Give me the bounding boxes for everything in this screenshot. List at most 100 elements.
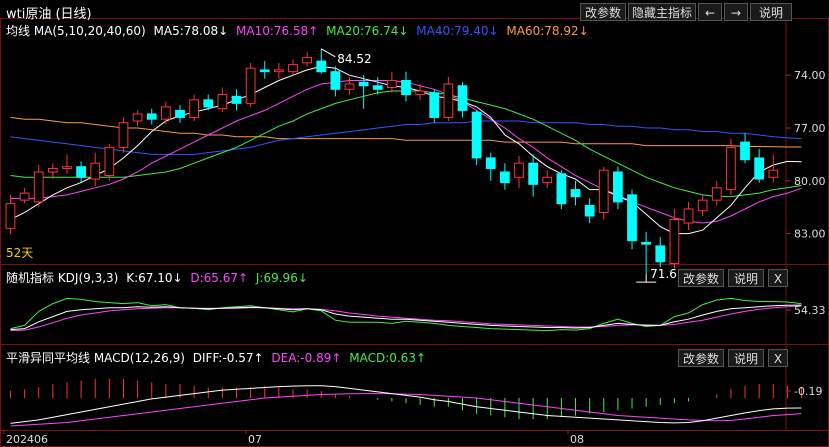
window-title: wti原油 (日线) <box>6 7 92 22</box>
candle-body <box>754 157 765 180</box>
candle-body <box>330 71 341 90</box>
x-tick-label: 08 <box>570 433 584 446</box>
next-button[interactable]: → <box>724 3 748 21</box>
candle-body <box>443 83 454 118</box>
kdj-j-line <box>10 297 802 332</box>
candle-body <box>655 245 666 263</box>
kdj-d-value: D:65.67↑ <box>190 271 249 285</box>
candle-body <box>76 166 86 178</box>
candle-body <box>372 85 383 90</box>
y-tick-label: 83.00 <box>794 228 826 241</box>
candle-body <box>132 113 143 122</box>
candle-body <box>584 204 595 217</box>
kdj-k-value: K:67.10↓ <box>126 271 183 285</box>
kdj-j-value: J:69.96↓ <box>255 271 308 285</box>
x-tick-label: 202406 <box>6 433 48 446</box>
help-button[interactable]: 说明 <box>750 3 792 21</box>
candle-body <box>514 162 524 178</box>
candle-body <box>768 169 779 178</box>
candle-body <box>387 79 397 89</box>
kdj-label: 随机指标 KDJ(9,3,3) <box>6 271 119 285</box>
macd-label: 平滑异同平均线 MACD(12,26,9) <box>6 351 185 365</box>
y-tick-label: 80.00 <box>794 175 826 188</box>
candle-body <box>429 92 440 118</box>
macd-help-button[interactable]: 说明 <box>728 349 764 367</box>
kdj-close-button[interactable]: X <box>768 269 788 287</box>
macd-change-params-button[interactable]: 改参数 <box>678 349 724 367</box>
candle-body <box>203 99 214 108</box>
candle-body <box>118 122 129 148</box>
ma10-value: MA10:76.58↑ <box>236 24 319 38</box>
candle-body <box>62 166 72 169</box>
y-tick-label: 74.00 <box>794 69 826 82</box>
candle-body <box>358 81 369 87</box>
candle-body <box>175 109 185 118</box>
candle-body <box>245 67 256 104</box>
candle-body <box>259 69 270 73</box>
candle-body <box>556 173 567 205</box>
macd-macd-value: MACD:0.63↑ <box>349 351 427 365</box>
ma40-line <box>10 120 802 155</box>
kdj-y-tick-label: 54.33 <box>794 304 826 317</box>
candle-body <box>542 176 553 184</box>
macd-close-button[interactable]: X <box>768 349 788 367</box>
prev-button[interactable]: ← <box>698 3 722 21</box>
days-label: 52天 <box>6 246 33 260</box>
candle-body <box>231 95 242 104</box>
kdj-d-line <box>10 305 802 332</box>
candle-body <box>401 79 411 96</box>
kdj-help-button[interactable]: 说明 <box>728 269 764 287</box>
macd-y-tick-label: -0.19 <box>794 385 822 398</box>
y-tick-label: 77.00 <box>794 122 826 135</box>
candle-body <box>288 64 298 73</box>
macd-legend: 平滑异同平均线 MACD(12,26,9) DIFF:-0.57↑ DEA:-0… <box>6 349 426 366</box>
outer-frame <box>0 18 829 447</box>
candle-body <box>33 171 44 203</box>
candle-body <box>457 85 468 111</box>
kdj-legend: 随机指标 KDJ(9,3,3) K:67.10↓ D:65.67↑ J:69.9… <box>6 269 308 286</box>
candle-body <box>471 111 482 159</box>
candle-body <box>485 157 496 169</box>
ma5-value: MA5:78.08↓ <box>153 24 229 38</box>
ma-label: 均线 MA(5,10,20,40,60) <box>6 24 146 38</box>
candle-body <box>570 189 581 198</box>
macd-dea-value: DEA:-0.89↑ <box>271 351 342 365</box>
candle-body <box>189 99 199 118</box>
candle-body <box>217 94 228 110</box>
macd-diff-value: DIFF:-0.57↑ <box>192 351 264 365</box>
candle-body <box>740 141 750 161</box>
ma20-line <box>10 90 802 198</box>
candle-body <box>146 113 157 120</box>
hide-indicators-button[interactable]: 隐藏主指标 <box>628 3 696 21</box>
candle-body <box>726 146 736 191</box>
candle-body <box>641 241 652 245</box>
x-tick-label: 07 <box>248 433 262 446</box>
candle-body <box>47 167 58 173</box>
candle-body <box>19 192 30 201</box>
candle-body <box>273 69 284 73</box>
candle-body <box>697 199 708 212</box>
candle-body <box>669 219 680 265</box>
kdj-k-line <box>10 304 802 331</box>
candle-body <box>613 171 623 203</box>
ma20-value: MA20:76.74↓ <box>326 24 409 38</box>
macd-diff-line <box>10 385 802 424</box>
ma60-value: MA60:78.92↓ <box>506 24 589 38</box>
candle-body <box>711 187 722 201</box>
high-label: 84.52 <box>337 52 371 66</box>
candle-body <box>344 83 355 90</box>
candle-body <box>500 171 510 184</box>
kdj-change-params-button[interactable]: 改参数 <box>678 269 724 287</box>
candle-body <box>627 194 637 242</box>
ma60-line <box>10 116 802 148</box>
candle-body <box>316 60 327 73</box>
macd-dea-line <box>10 393 802 427</box>
candle-body <box>528 162 539 185</box>
change-params-button[interactable]: 改参数 <box>580 3 626 21</box>
candle-body <box>5 203 16 229</box>
candle-body <box>683 208 694 224</box>
candle-body <box>302 57 313 64</box>
candle-body <box>90 162 101 180</box>
high-marker <box>321 48 336 58</box>
